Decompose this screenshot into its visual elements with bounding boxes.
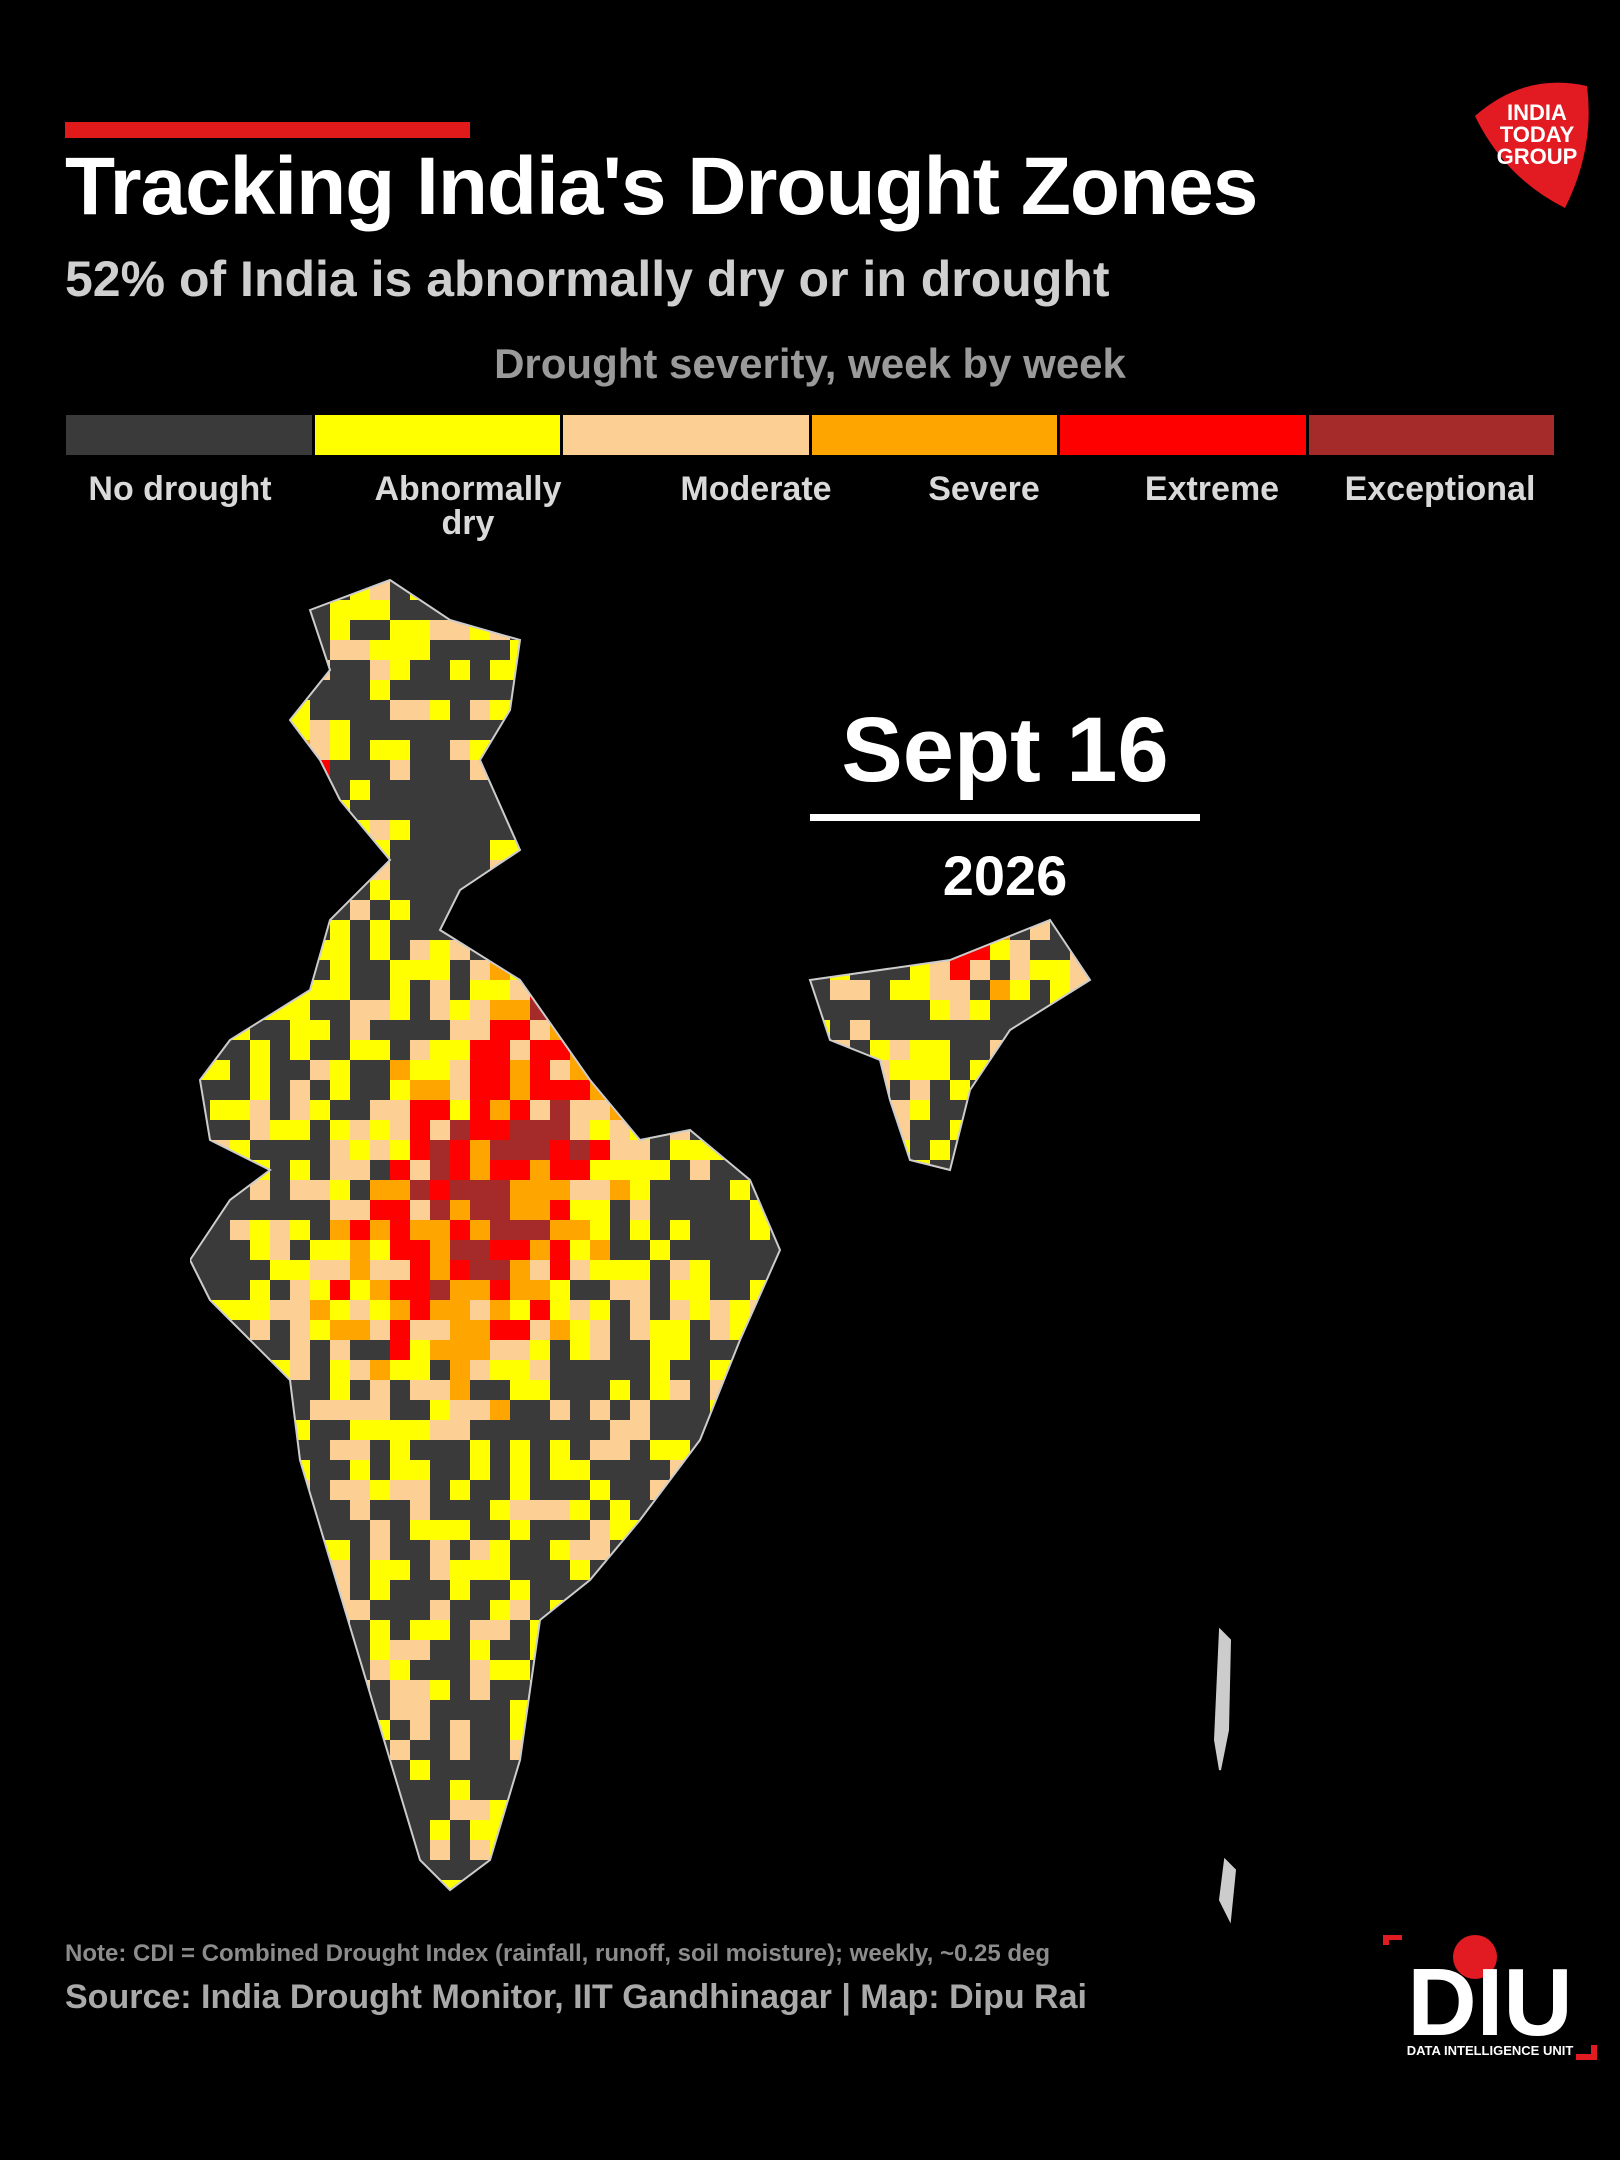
legend-swatch-no-drought xyxy=(66,415,315,455)
legend-label-no-drought: No drought xyxy=(88,470,272,508)
date-block: Sept 16 2026 xyxy=(800,700,1210,908)
svg-text:GROUP: GROUP xyxy=(1497,144,1578,169)
source-credit: Source: India Drought Monitor, IIT Gandh… xyxy=(65,1978,1087,2016)
legend-label-severe: Severe xyxy=(928,470,1040,508)
legend-swatch-moderate xyxy=(563,415,812,455)
diu-logo: DIU DATA INTELLIGENCE UNIT xyxy=(1380,1934,1600,2070)
svg-text:TODAY: TODAY xyxy=(1500,122,1575,147)
svg-text:INDIA: INDIA xyxy=(1507,100,1567,125)
page-title: Tracking India's Drought Zones xyxy=(65,141,1258,232)
legend-title: Drought severity, week by week xyxy=(494,340,1126,387)
india-today-logo: INDIA TODAY GROUP xyxy=(1455,78,1595,218)
year-label: 2026 xyxy=(942,844,1068,907)
date-label: Sept 16 xyxy=(841,699,1169,801)
legend-label-abnormally-dry: Abnormally dry xyxy=(374,470,562,542)
legend-labels: No drought Abnormally dry Moderate Sever… xyxy=(66,472,1554,540)
legend-label-exceptional: Exceptional xyxy=(1344,470,1536,508)
legend-swatch-extreme xyxy=(1060,415,1309,455)
drought-map xyxy=(190,579,1236,1921)
legend-swatch-abnormally-dry xyxy=(314,415,563,455)
legend-swatch-severe xyxy=(811,415,1060,455)
svg-text:DATA INTELLIGENCE UNIT: DATA INTELLIGENCE UNIT xyxy=(1407,2043,1574,2058)
date-underline xyxy=(810,814,1200,821)
title-accent-bar xyxy=(65,122,470,138)
legend-label-moderate: Moderate xyxy=(680,470,832,508)
footnote: Note: CDI = Combined Drought Index (rain… xyxy=(65,1940,1051,1967)
svg-text:DIU: DIU xyxy=(1407,1949,1572,2056)
legend-swatches xyxy=(66,415,1554,455)
legend-label-extreme: Extreme xyxy=(1144,470,1280,508)
legend-swatch-exceptional xyxy=(1308,415,1554,455)
page-subtitle: 52% of India is abnormally dry or in dro… xyxy=(65,251,1110,307)
